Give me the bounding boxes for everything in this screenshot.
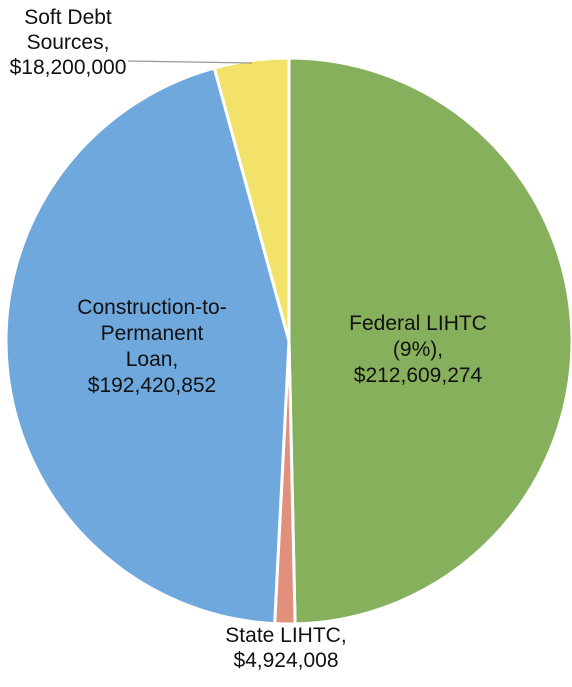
pie-slice-construction-to-permanent-loan [4,66,291,626]
pie-slices [4,56,572,626]
slice-label-line: Permanent [101,322,204,345]
slice-label-line: $18,200,000 [10,56,127,79]
slice-label-soft-debt-sources: Soft Debt Sources, $18,200,000 [10,6,127,79]
leader-line-soft-debt-sources [127,60,253,64]
slice-label-line: (9%), [393,338,443,361]
slice-label-line: $212,609,274 [354,364,483,387]
leader-lines [127,60,253,64]
slice-label-federal-lihtc-9: Federal LIHTC (9%), $212,609,274 [349,312,487,387]
slice-label-line: Construction-to- [77,296,226,319]
slice-labels: Federal LIHTC (9%), $212,609,274 State LIHT… [10,6,487,672]
slice-label-line: Sources, [27,31,110,54]
slice-label-line: Loan, [126,348,179,371]
pie-slice-soft-debt-sources [212,56,291,343]
slice-label-line: State LIHTC, [225,624,346,647]
slice-label-line: Soft Debt [24,6,112,29]
slice-label-state-lihtc: State LIHTC, $4,924,008 [225,624,346,672]
slice-label-construction-to-permanent-loan: Construction-to- Permanent Loan, $192,420,8… [77,296,226,397]
slice-label-line: Federal LIHTC [349,312,487,335]
slice-label-line: $192,420,852 [88,374,216,397]
slice-label-line: $4,924,008 [233,649,338,672]
